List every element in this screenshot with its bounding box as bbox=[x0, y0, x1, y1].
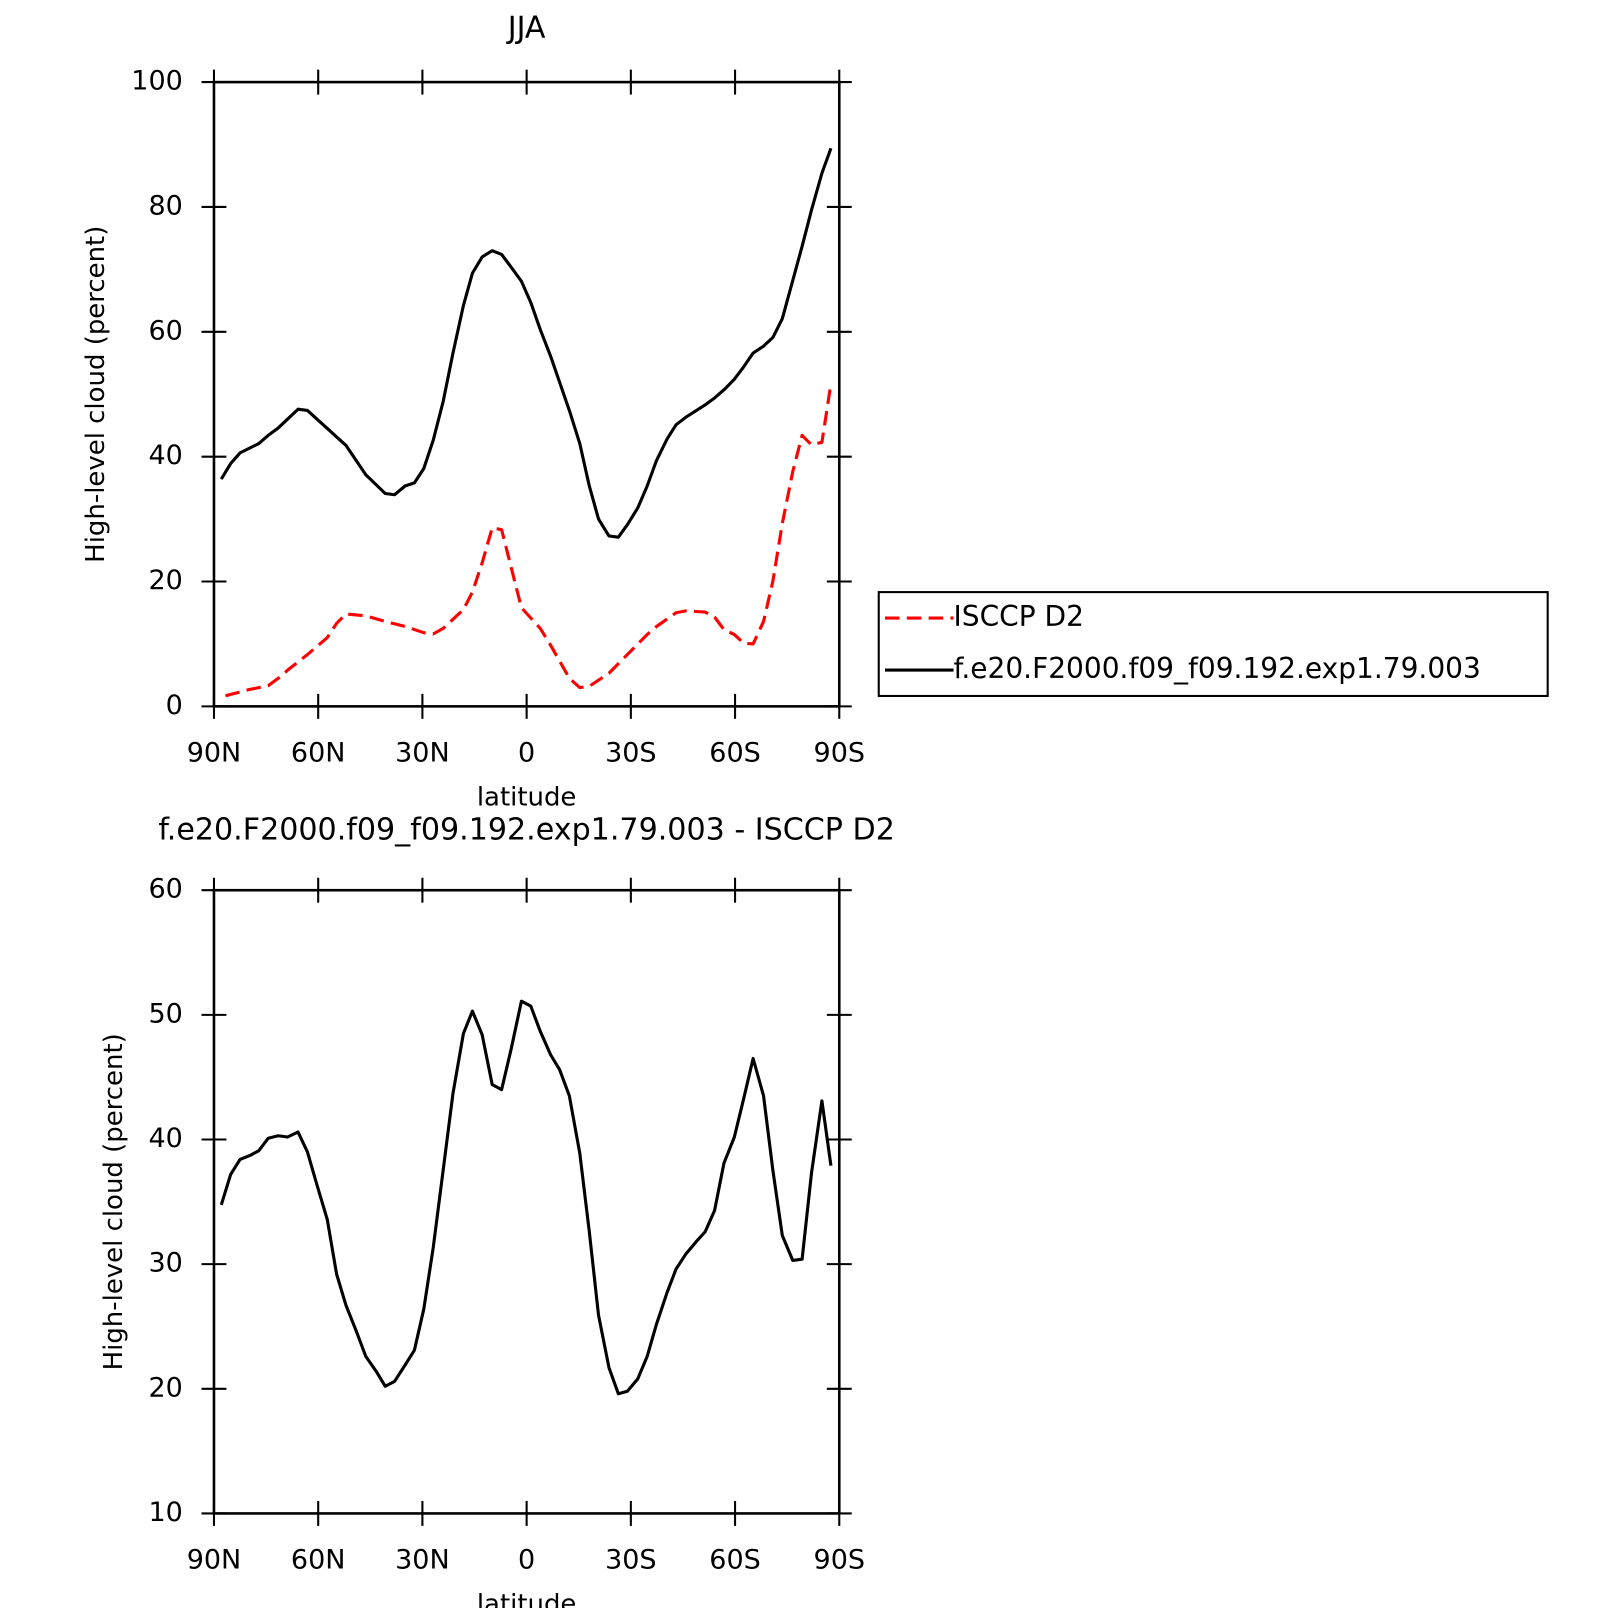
x-tick-label: 90S bbox=[814, 738, 866, 769]
y-tick-label: 0 bbox=[166, 690, 183, 721]
data-line bbox=[219, 147, 833, 539]
y-tick-label: 60 bbox=[148, 874, 182, 905]
legend-label: ISCCP D2 bbox=[954, 600, 1084, 633]
legend-box bbox=[877, 591, 1549, 698]
x-tick-label: 60N bbox=[291, 1545, 346, 1576]
x-tick-label: 30N bbox=[395, 1545, 450, 1576]
x-tick-label: 60N bbox=[291, 738, 346, 769]
y-tick-label: 50 bbox=[148, 998, 182, 1029]
x-tick-label: 90S bbox=[814, 1545, 866, 1576]
x-tick-label: 0 bbox=[518, 1545, 535, 1576]
y-tick-label: 60 bbox=[148, 315, 182, 346]
x-axis-label: latitude bbox=[477, 782, 577, 812]
y-tick-label: 30 bbox=[148, 1248, 182, 1279]
x-tick-label: 30S bbox=[605, 738, 657, 769]
y-tick-label: 20 bbox=[148, 565, 182, 596]
x-axis-label: latitude bbox=[477, 1589, 577, 1608]
x-tick-label: 30N bbox=[395, 738, 450, 769]
y-tick-label: 40 bbox=[148, 1123, 182, 1154]
x-tick-label: 90N bbox=[187, 738, 242, 769]
y-tick-label: 100 bbox=[131, 66, 183, 97]
data-line bbox=[225, 383, 833, 698]
x-tick-label: 90N bbox=[187, 1545, 242, 1576]
data-line bbox=[219, 999, 833, 1396]
y-tick-label: 20 bbox=[148, 1372, 182, 1403]
y-axis-label: High-level cloud (percent) bbox=[81, 226, 111, 563]
y-axis-label: High-level cloud (percent) bbox=[99, 1033, 129, 1370]
y-tick-label: 80 bbox=[148, 190, 182, 221]
chart-title: JJA bbox=[506, 11, 546, 46]
chart-title: f.e20.F2000.f09_f09.192.exp1.79.003 - IS… bbox=[158, 813, 895, 848]
x-tick-label: 60S bbox=[709, 738, 761, 769]
y-tick-label: 40 bbox=[148, 440, 182, 471]
x-tick-label: 30S bbox=[605, 1545, 657, 1576]
x-tick-label: 60S bbox=[709, 1545, 761, 1576]
x-tick-label: 0 bbox=[518, 738, 535, 769]
y-tick-label: 10 bbox=[148, 1497, 182, 1528]
plot-frame bbox=[212, 888, 841, 1515]
legend-label: f.e20.F2000.f09_f09.192.exp1.79.003 bbox=[954, 652, 1481, 685]
